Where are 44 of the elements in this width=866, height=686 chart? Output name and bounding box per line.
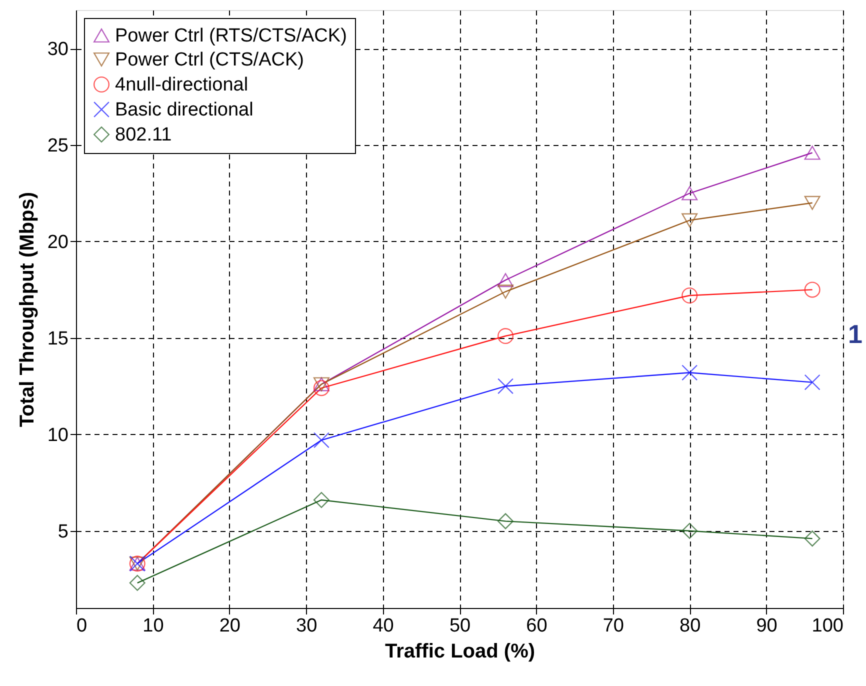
x-axis-title: Traffic Load (%) <box>384 640 536 662</box>
x-tick-label: 50 <box>449 616 471 636</box>
y-tick-label: 10 <box>47 424 68 446</box>
x-tick-label: 70 <box>602 616 624 636</box>
x-tick-label: 10 <box>142 616 164 636</box>
y-axis-title: Total Throughput (Mbps) <box>16 192 38 428</box>
legend-label: 4null-directional <box>115 74 248 96</box>
point <box>313 492 330 508</box>
point <box>313 432 330 448</box>
point <box>804 282 820 298</box>
y-tick-label: 5 <box>58 521 68 542</box>
y-tick-label: 30 <box>47 39 68 60</box>
point <box>682 213 698 228</box>
point <box>498 328 514 344</box>
x-tick-label: 20 <box>219 616 240 636</box>
legend-label: Power Ctrl (RTS/CTS/ACK) <box>115 26 347 46</box>
x-tick-label: 30 <box>296 616 318 636</box>
legend-label: Power Ctrl (CTS/ACK) <box>115 50 304 70</box>
point <box>682 522 698 539</box>
point <box>498 284 514 299</box>
point <box>682 186 698 200</box>
legend-label: Basic directional <box>115 100 254 120</box>
point <box>313 380 330 396</box>
point <box>804 196 820 210</box>
legend-label: 802.11 <box>115 124 172 146</box>
x-tick-label: 60 <box>526 616 548 636</box>
x-tick-label: 80 <box>680 616 701 636</box>
x-tick-label: 40 <box>372 616 394 636</box>
point <box>498 513 514 530</box>
y-tick-label: 20 <box>47 232 68 253</box>
point <box>804 146 820 160</box>
x-tick-label: 100 <box>812 616 844 636</box>
y-tick-label: 25 <box>47 136 68 157</box>
x-tick-label: 0 <box>76 616 88 636</box>
text: 1 <box>848 319 862 349</box>
point <box>804 530 820 547</box>
x-tick-label: 90 <box>756 616 778 636</box>
point <box>129 574 146 591</box>
y-tick-label: 15 <box>47 328 68 350</box>
point <box>498 378 514 394</box>
point <box>682 287 698 304</box>
point <box>682 364 698 381</box>
point <box>498 273 514 288</box>
point <box>804 374 820 390</box>
